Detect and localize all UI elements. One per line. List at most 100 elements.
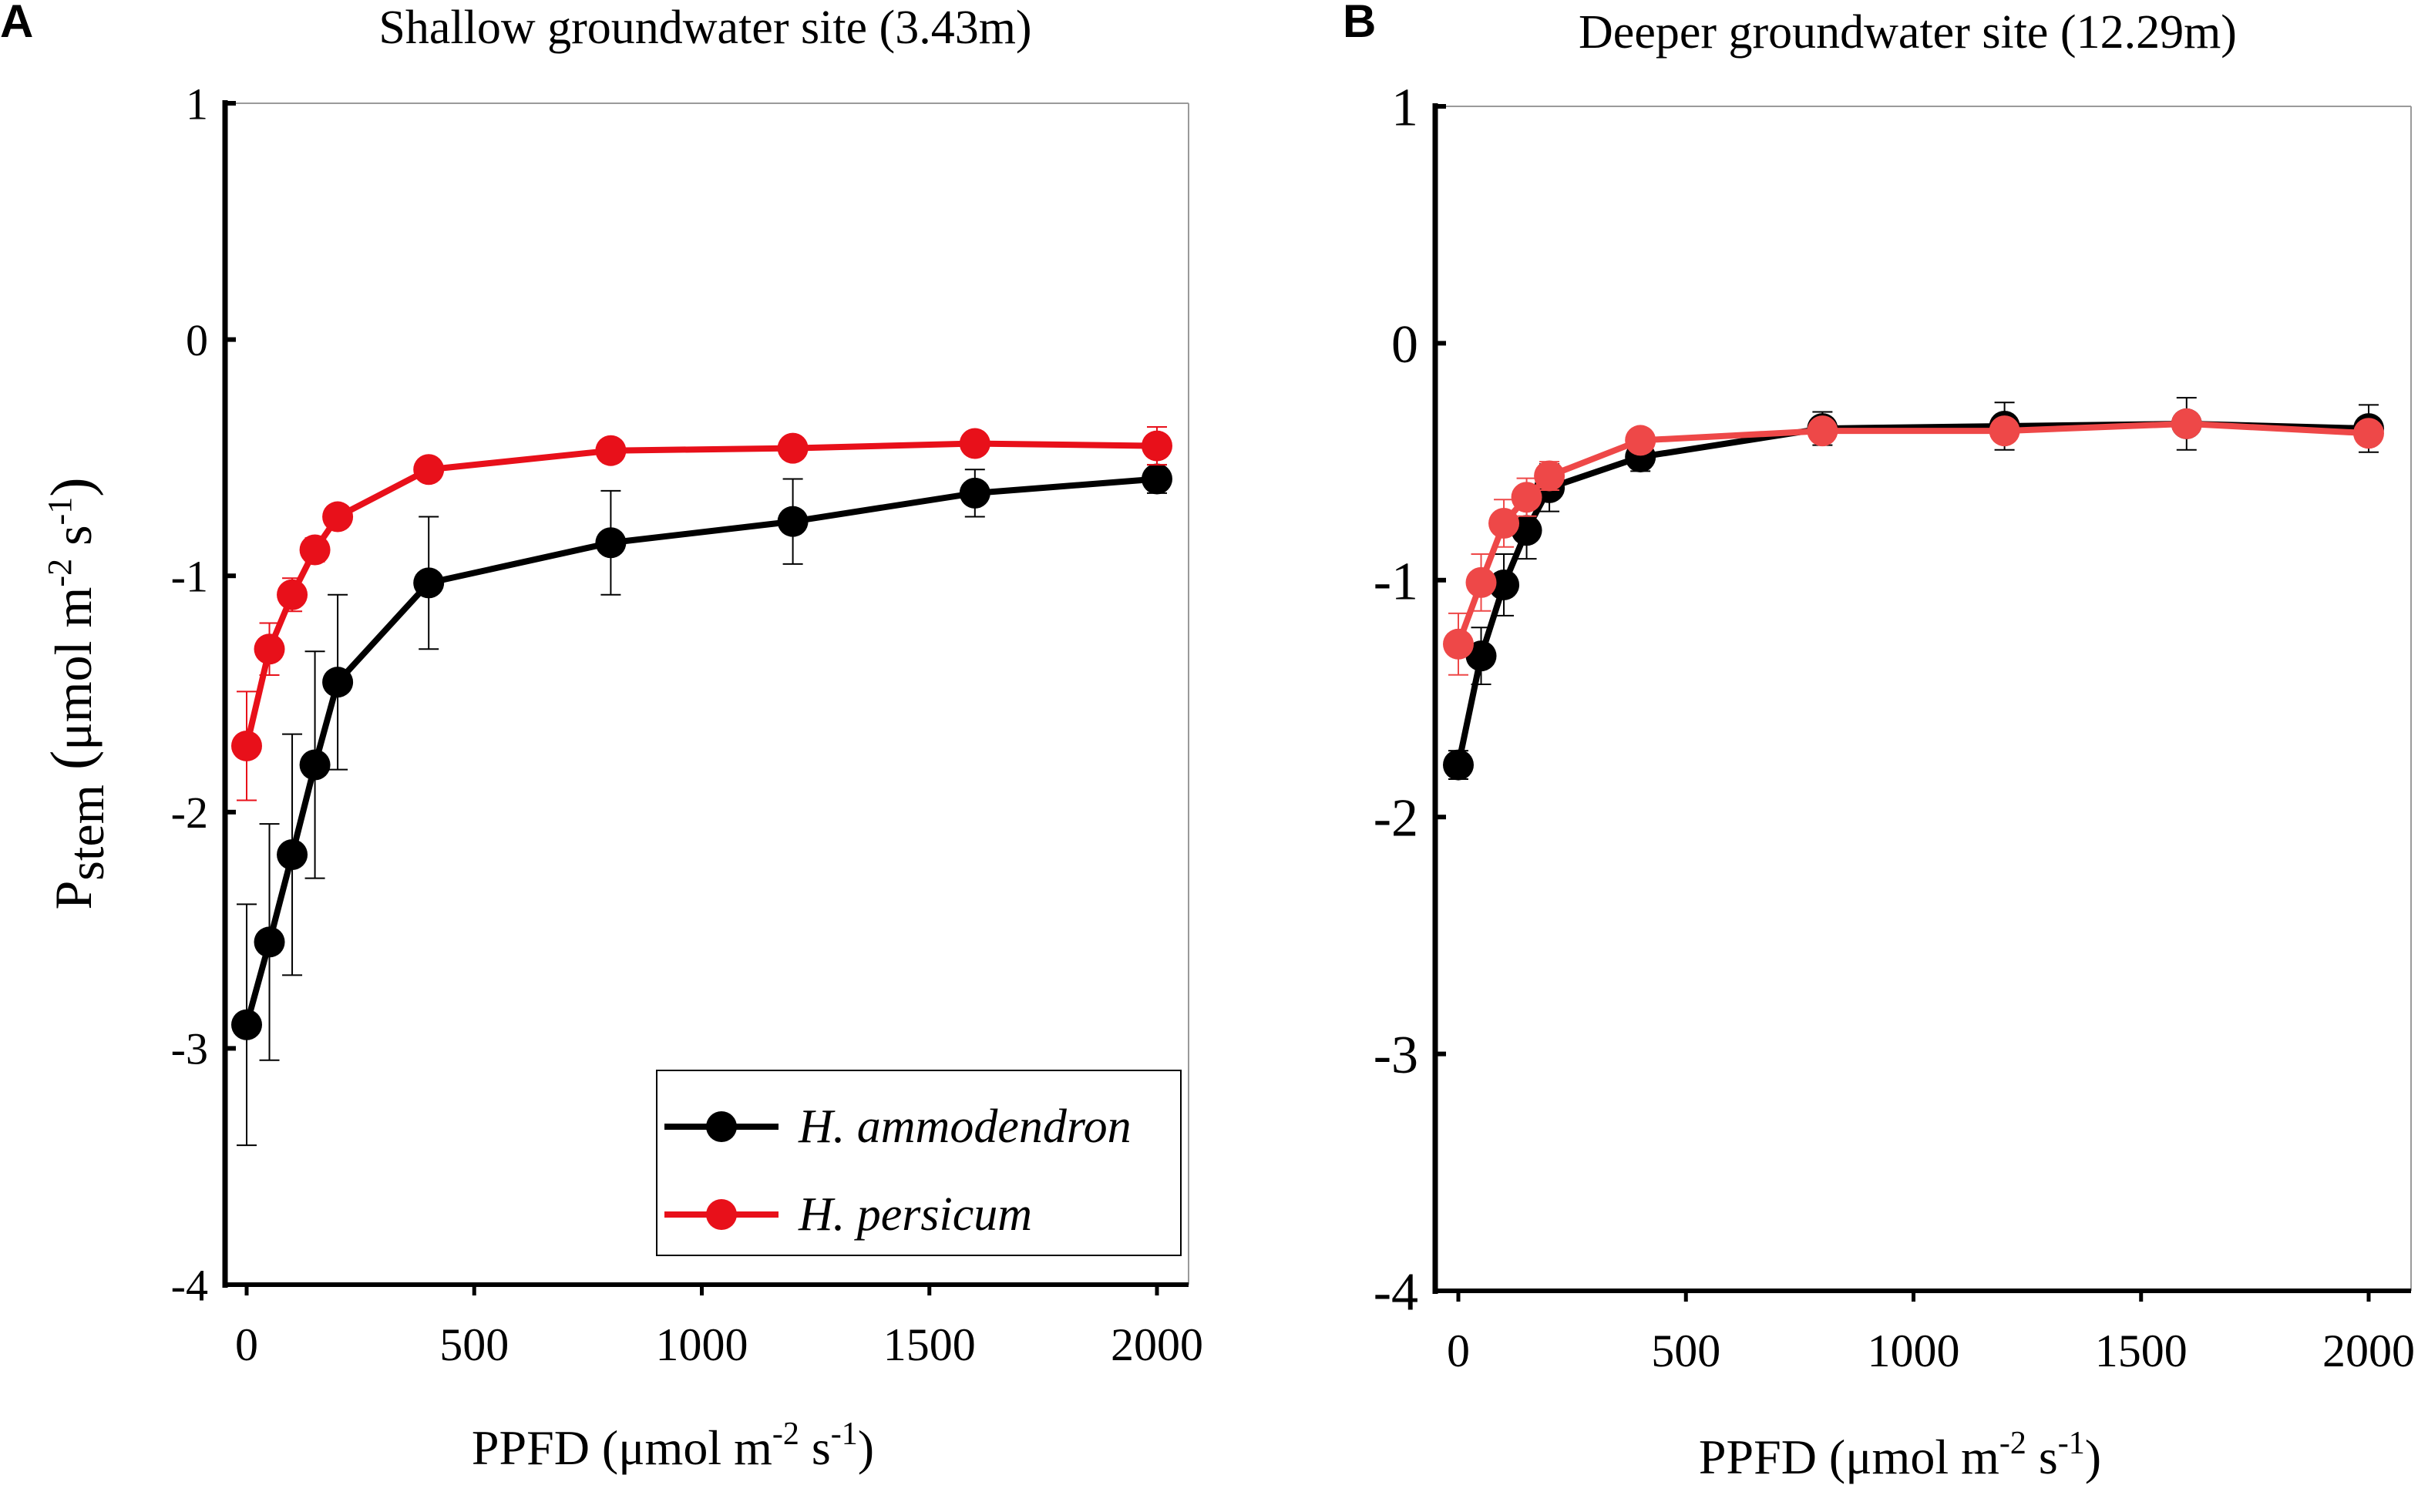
series-ammodendron <box>231 463 1172 1147</box>
x-tick-label: 2000 <box>2322 1326 2415 1376</box>
panel-b-letter: B <box>1343 0 1376 47</box>
data-point-persicum <box>2353 418 2384 449</box>
data-point-persicum <box>1807 415 1838 447</box>
panel-a-x-ticks: 0 500 1000 1500 2000 <box>235 1285 1203 1370</box>
data-point-persicum <box>254 633 285 665</box>
data-point-persicum <box>322 501 354 533</box>
x-tick-label: 1500 <box>2095 1326 2188 1376</box>
y-tick-label: 0 <box>1391 315 1418 375</box>
panel-b-series <box>1443 397 2384 781</box>
y-label-p: P <box>44 881 103 910</box>
y-label-sub: stem <box>59 785 115 881</box>
data-point-persicum <box>277 579 308 610</box>
series-line-ammodendron <box>244 475 1158 1026</box>
x-label-a-main: PPFD (μmol m <box>472 1420 772 1475</box>
data-point-ammodendron <box>322 667 354 698</box>
data-point-persicum <box>1142 430 1172 462</box>
panel-a-title: Shallow groundwater site (3.43m) <box>378 2 1031 54</box>
data-point-persicum <box>1625 425 1656 456</box>
data-point-ammodendron <box>277 838 308 870</box>
y-tick-label: -1 <box>171 552 208 602</box>
data-point-persicum <box>777 432 809 464</box>
panel-b-x-ticks: 0 500 1000 1500 2000 <box>1447 1291 2415 1376</box>
y-tick-label: -1 <box>1374 552 1418 611</box>
data-point-persicum <box>413 454 445 486</box>
x-tick-label: 0 <box>1447 1326 1470 1376</box>
data-point-persicum <box>1443 628 1474 660</box>
data-point-ammodendron <box>299 749 331 781</box>
series-persicum <box>231 426 1172 801</box>
x-tick-label: 500 <box>1651 1326 1720 1376</box>
data-point-persicum <box>1488 508 1520 539</box>
y-tick-label: -2 <box>1374 789 1418 848</box>
data-point-ammodendron <box>1465 640 1497 672</box>
x-label-b-sup2: -1 <box>2058 1426 2085 1461</box>
y-label-unit: μmol m <box>44 587 103 751</box>
legend-marker-persicum <box>706 1199 737 1230</box>
data-point-persicum <box>959 428 990 459</box>
series-line-persicum <box>1455 420 2369 646</box>
data-point-persicum <box>2171 408 2202 439</box>
panel-a-y-label: Pstem (μmol m-2 s-1) <box>39 477 115 909</box>
panel-a-x-label: PPFD (μmol m-2 s-1) <box>472 1416 874 1475</box>
x-tick-label: 1000 <box>656 1319 748 1370</box>
data-point-ammodendron <box>413 567 445 599</box>
data-point-persicum <box>299 534 331 566</box>
y-tick-label: 1 <box>1391 79 1418 138</box>
y-tick-label: -4 <box>1374 1263 1418 1322</box>
panel-a-legend: H. ammodendron H. persicum <box>656 1070 1182 1256</box>
data-point-ammodendron <box>231 1009 262 1040</box>
x-label-a-end: ) <box>858 1420 874 1475</box>
series-persicum <box>1443 408 2384 676</box>
panel-b-title: Deeper groundwater site (12.29m) <box>1579 6 2237 59</box>
data-point-ammodendron <box>1443 749 1474 781</box>
data-point-ammodendron <box>595 527 627 559</box>
legend-box <box>656 1070 1182 1256</box>
data-point-ammodendron <box>1488 569 1520 600</box>
data-point-persicum <box>231 730 262 761</box>
y-tick-label: 1 <box>186 79 208 129</box>
panel-b: B Deeper groundwater site (12.29m) 10-1-… <box>1343 0 2415 1484</box>
data-point-ammodendron <box>777 506 809 537</box>
panel-a: A Shallow groundwater site (3.43m) 10-1-… <box>0 0 1203 1475</box>
y-tick-label: -2 <box>171 788 208 838</box>
x-tick-label: 1500 <box>883 1319 976 1370</box>
x-label-b-end: ) <box>2085 1430 2101 1484</box>
x-tick-label: 2000 <box>1111 1319 1203 1370</box>
x-tick-label: 1000 <box>1868 1326 1960 1376</box>
legend-label-persicum: H. persicum <box>798 1188 1032 1241</box>
y-tick-label: -3 <box>1374 1026 1418 1085</box>
y-tick-label: -4 <box>171 1260 208 1310</box>
panel-a-y-ticks: 1 0 -1 -2 -3 -4 <box>171 79 236 1310</box>
panel-a-letter: A <box>0 0 33 47</box>
x-tick-label: 500 <box>439 1319 509 1370</box>
panel-a-series <box>231 426 1172 1147</box>
data-point-persicum <box>1534 460 1565 492</box>
panel-b-y-ticks: 1 0 -1 -2 -3 -4 <box>1374 79 1446 1322</box>
x-tick-label: 0 <box>235 1319 258 1370</box>
panel-b-x-label: PPFD (μmol m-2 s-1) <box>1699 1426 2101 1484</box>
data-point-persicum <box>595 435 627 466</box>
series-line-persicum <box>244 440 1158 747</box>
data-point-persicum <box>1511 482 1542 513</box>
x-label-a-mid: s <box>799 1420 831 1475</box>
y-label-sup1: -2 <box>41 559 79 587</box>
x-label-b-sup1: -2 <box>1999 1426 2026 1461</box>
data-point-persicum <box>1989 415 2020 447</box>
x-label-a-sup2: -1 <box>831 1416 858 1452</box>
data-point-ammodendron <box>1142 463 1172 495</box>
y-label-mid: s <box>44 525 103 558</box>
svg-text:Pstem (μmol m-2 s-1): Pstem (μmol m-2 s-1) <box>39 477 115 909</box>
y-tick-label: 0 <box>186 315 208 365</box>
y-tick-label: -3 <box>171 1024 208 1074</box>
data-point-ammodendron <box>959 477 990 509</box>
x-label-b-mid: s <box>2026 1430 2058 1484</box>
x-label-a-sup1: -2 <box>772 1416 799 1452</box>
legend-marker-ammodendron <box>706 1111 737 1142</box>
y-label-sup2: -1 <box>41 497 79 526</box>
data-point-ammodendron <box>254 926 285 958</box>
series-ammodendron <box>1443 397 2384 781</box>
series-line-ammodendron <box>1455 420 2369 766</box>
x-label-b-main: PPFD (μmol m <box>1699 1430 1999 1484</box>
